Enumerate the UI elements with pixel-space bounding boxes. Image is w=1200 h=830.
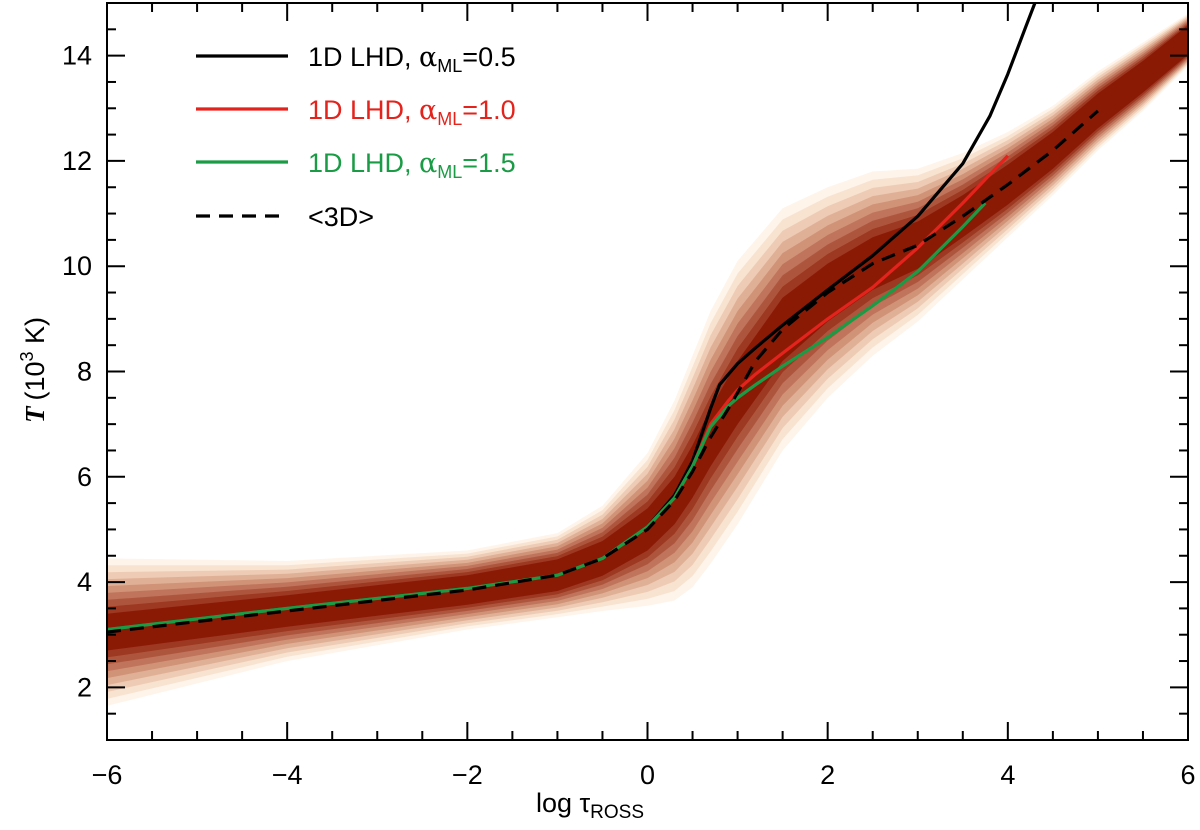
x-tick-label: 2 [820, 760, 835, 790]
x-tick-label: −2 [452, 760, 483, 790]
y-axis-title: T(103 K) [17, 317, 50, 423]
legend-label-1: 1D LHD, αML=1.0 [308, 95, 516, 129]
series-lines [107, 3, 1099, 634]
legend-label-2: 1D LHD, αML=1.5 [308, 148, 516, 182]
axis-ticks [106, 2, 1189, 741]
y-tick-label: 10 [62, 251, 92, 281]
legend: 1D LHD, αML=0.5 1D LHD, αML=1.0 1D LHD, αM… [196, 42, 516, 232]
legend-label-3: <3D> [308, 202, 374, 232]
x-tick-label: −6 [92, 760, 123, 790]
y-tick-label: 2 [77, 672, 92, 702]
tick-labels: −6 −4 −2 0 2 4 6 2 4 6 8 10 12 14 [62, 41, 1196, 790]
x-tick-label: 6 [1180, 760, 1195, 790]
x-tick-label: 4 [1000, 760, 1015, 790]
y-tick-label: 4 [77, 567, 92, 597]
y-tick-label: 8 [77, 357, 92, 387]
series-line-3 [107, 109, 1099, 634]
density-band [107, 13, 1188, 706]
x-tick-label: −4 [272, 760, 303, 790]
y-tick-label: 6 [77, 462, 92, 492]
x-axis-title: log τROSS [536, 788, 644, 823]
x-tick-label: 0 [640, 760, 655, 790]
y-tick-label: 14 [62, 41, 92, 71]
legend-label-0: 1D LHD, αML=0.5 [308, 42, 516, 76]
y-tick-label: 12 [62, 146, 92, 176]
density-band-layer [107, 16, 1188, 692]
